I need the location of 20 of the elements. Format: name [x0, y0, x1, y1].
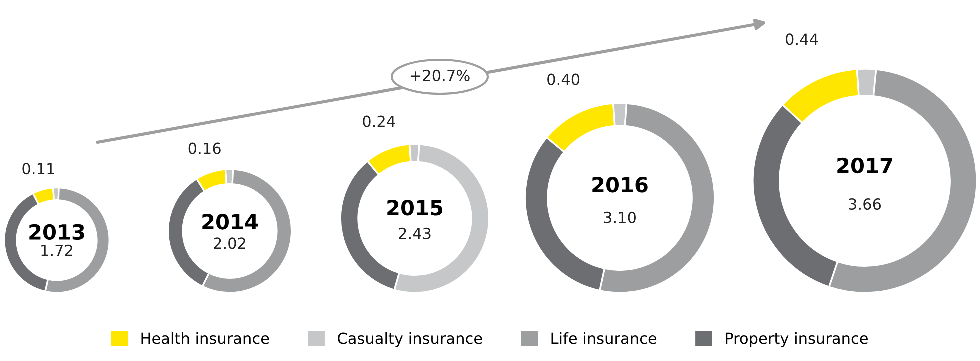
data-label: 0.16: [188, 142, 221, 154]
data-label: 0.40: [548, 74, 580, 86]
text: 2014: [202, 214, 258, 230]
text: 2017: [838, 158, 892, 174]
text: 2013: [30, 224, 84, 240]
text: 2016: [592, 177, 648, 193]
text: 1.72: [42, 244, 72, 256]
text: 3.10: [604, 212, 636, 224]
text: 2.02: [214, 238, 246, 250]
legend-label: Casualty insurance: [338, 332, 482, 348]
text: 2015: [388, 200, 443, 216]
legend-label: Property insurance: [726, 332, 868, 348]
text: +20.7%: [410, 70, 470, 82]
legend-label: Health insurance: [142, 332, 270, 344]
data-label: 0.11: [22, 163, 54, 175]
text: 3.66: [849, 198, 882, 210]
legend-label: Life insurance: [552, 332, 657, 344]
text: 2.43: [399, 228, 431, 240]
data-label: 0.24: [363, 116, 396, 128]
data-label: 0.44: [786, 34, 818, 46]
